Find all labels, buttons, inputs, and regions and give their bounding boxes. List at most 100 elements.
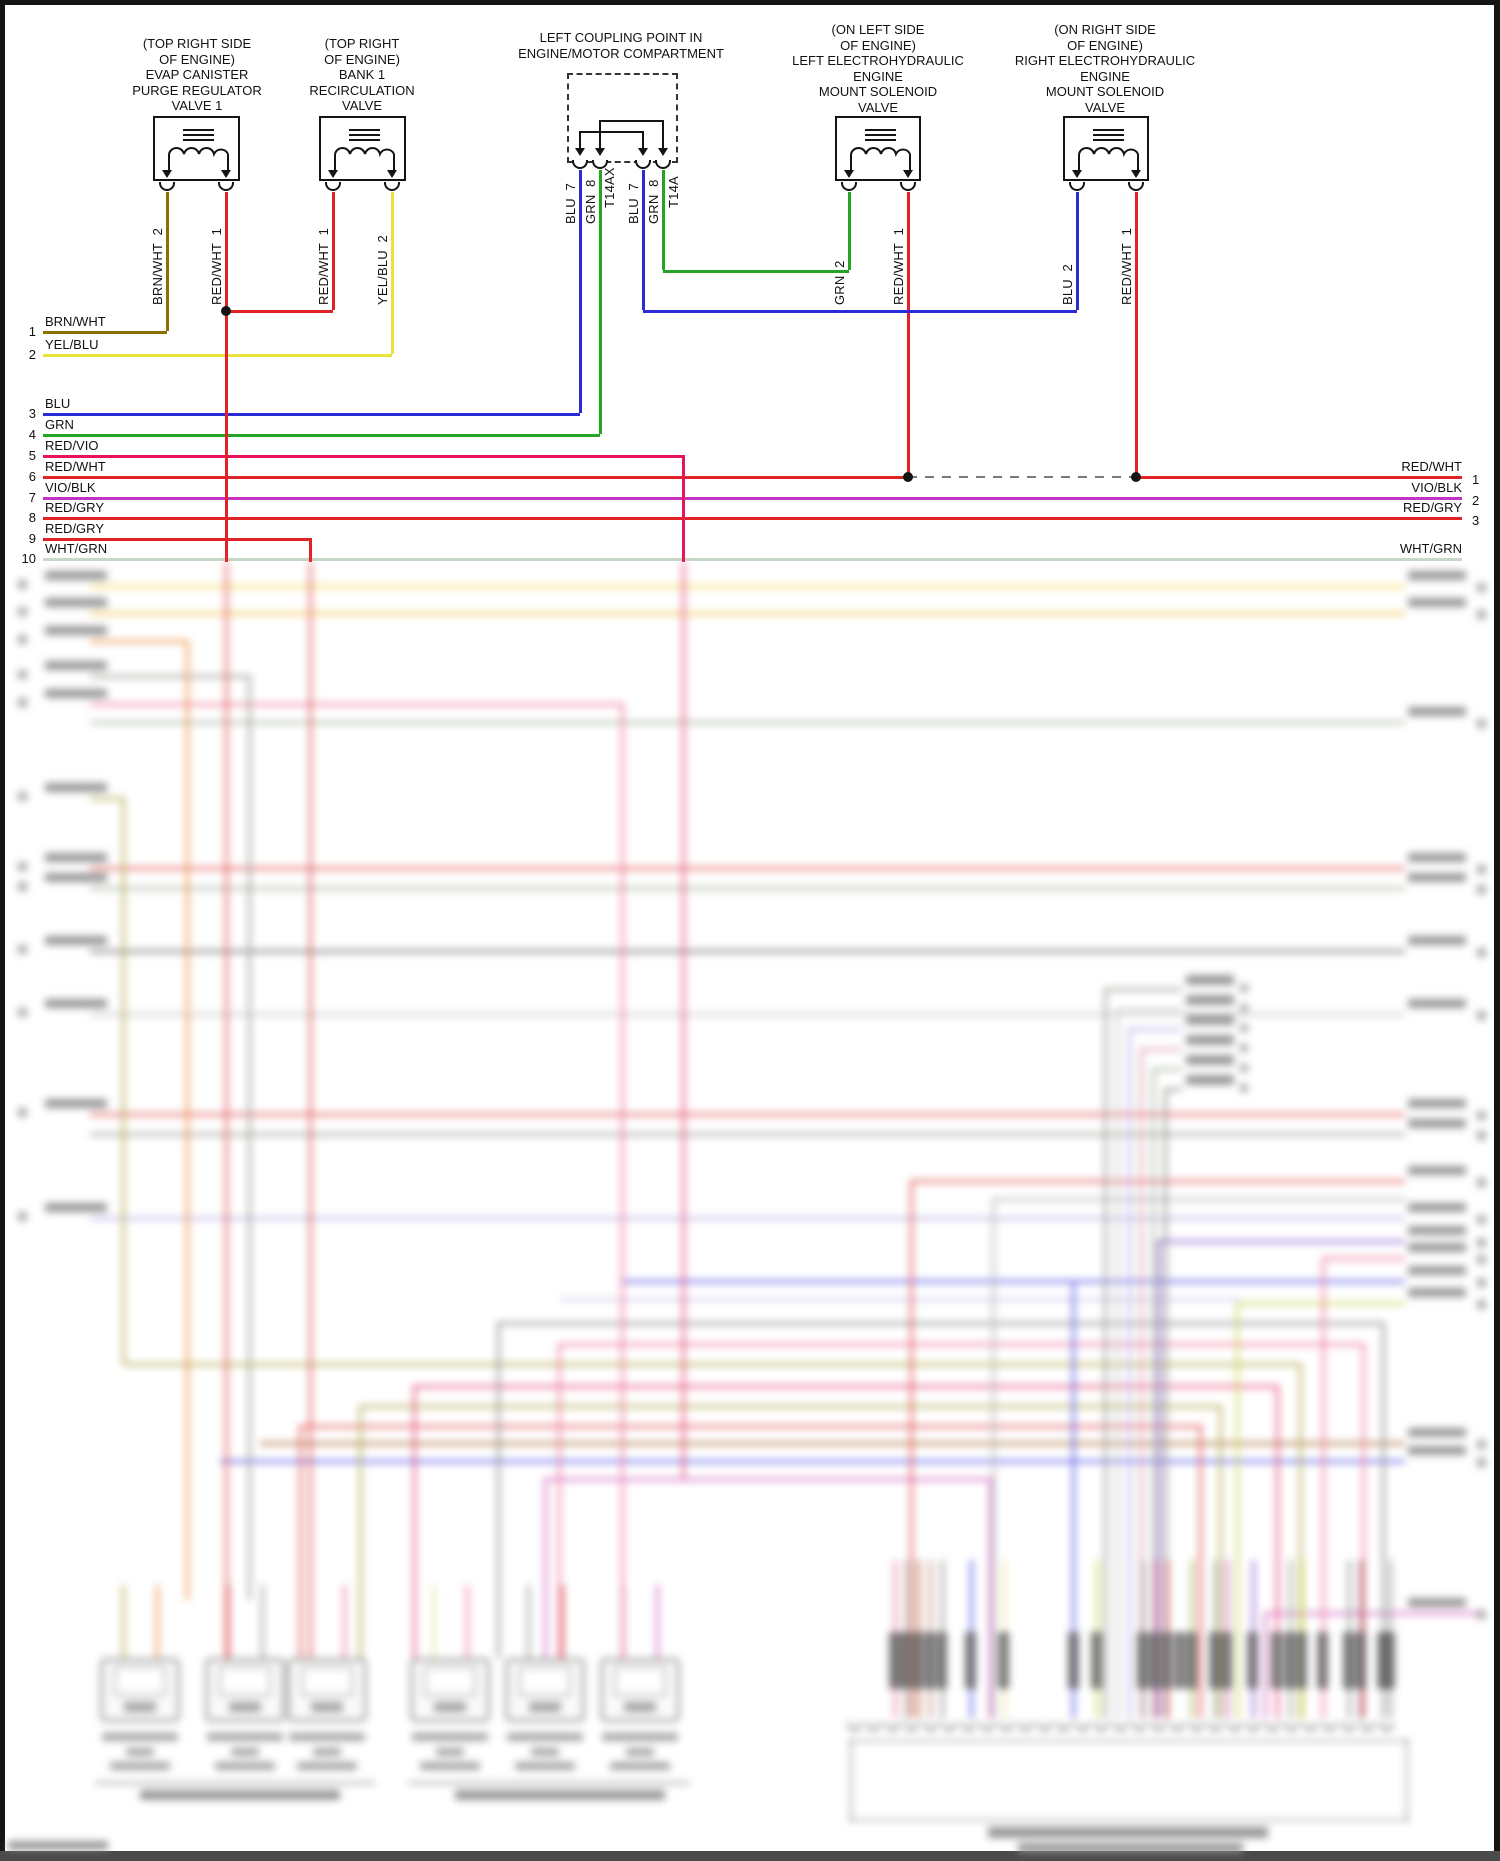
blurred-text-blob — [18, 580, 27, 589]
row-label-left: GRN — [45, 417, 74, 432]
diagram-blurred-region — [0, 562, 1500, 1853]
connector-pin-icon — [572, 160, 588, 169]
blurred-wire — [90, 867, 1405, 870]
blurred-text-blob — [1408, 1288, 1466, 1297]
blurred-text-blob — [18, 1212, 27, 1221]
wire-horizontal — [643, 310, 1077, 313]
wire-row-brnwht — [43, 331, 167, 334]
coupling-connector-name: T14A — [666, 176, 681, 208]
blurred-wire-vertical — [1199, 1425, 1202, 1718]
blurred-wire-vertical — [1236, 1302, 1239, 1718]
ecm-pin-icon — [962, 1722, 975, 1731]
arrow-down-icon — [1072, 170, 1082, 178]
blurred-text-blob — [1477, 885, 1486, 894]
blurred-text-blob — [988, 1827, 1268, 1838]
blurred-text-blob — [45, 783, 107, 792]
blurred-text-blob — [18, 792, 27, 801]
left-coupling-point-pin-label: BLU 7 — [563, 183, 578, 224]
injector-window — [424, 1666, 476, 1696]
right-electrohydraulic-engine-mount-solenoid-valve-pin-label: RED/WHT 1 — [1119, 227, 1134, 305]
blurred-wire — [559, 1343, 1363, 1346]
blurred-wire — [90, 1113, 1405, 1116]
blurred-text-blob — [1408, 1243, 1466, 1252]
blurred-wire-vertical — [1219, 1405, 1222, 1718]
injector-wire — [466, 1585, 469, 1658]
blurred-wire — [90, 703, 622, 706]
blurred-wire — [993, 1198, 1405, 1201]
blurred-text-blob — [231, 1748, 259, 1756]
blurred-wire-vertical — [309, 562, 312, 1658]
ecm-pin-icon — [1000, 1722, 1013, 1731]
ecm-pin-icon — [905, 1722, 918, 1731]
blurred-text-blob — [18, 945, 27, 954]
blurred-text-blob — [1408, 936, 1466, 945]
junction-dot — [1131, 472, 1141, 482]
blurred-wire — [90, 640, 187, 643]
row-label-left: BLU — [45, 396, 71, 411]
blurred-text-blob — [624, 1702, 656, 1712]
blurred-text-blob — [18, 1008, 27, 1017]
connector-pin-icon — [1069, 182, 1085, 191]
ecm-pin-icon — [943, 1722, 956, 1731]
ecm-pin-icon — [1095, 1722, 1108, 1731]
blurred-text-blob — [1408, 999, 1466, 1008]
row-number-left: 7 — [28, 490, 36, 505]
row-number-right: 2 — [1472, 493, 1480, 508]
blurred-wire — [1105, 988, 1182, 991]
wire-vertical — [1135, 192, 1138, 476]
left-coupling-point-box — [567, 73, 678, 163]
blurred-wire — [90, 675, 249, 678]
ecm-pin-icon — [1209, 1722, 1222, 1731]
blurred-text-blob — [602, 1733, 678, 1741]
bank-1-recirculation-valve-pin-label: YEL/BLU 2 — [375, 235, 390, 305]
ecm-pin-chip — [965, 1632, 976, 1689]
blurred-wire — [90, 612, 1405, 615]
ecm-pin-chip — [900, 1632, 911, 1689]
blurred-text-blob — [45, 873, 107, 882]
wire-vertical — [309, 538, 312, 562]
ecm-pin-icon — [1114, 1722, 1127, 1731]
ecm-pin-chip — [1317, 1632, 1328, 1689]
blurred-wire — [1117, 1008, 1182, 1011]
coupling-link — [662, 120, 664, 148]
ecm-pin-chip — [1384, 1632, 1395, 1689]
frame-top — [0, 0, 1500, 5]
ecm-pin-icon — [1038, 1722, 1051, 1731]
bank-1-recirculation-valve-title: (TOP RIGHT OF ENGINE) BANK 1 RECIRCULATION V… — [309, 36, 415, 113]
injector-wire — [156, 1585, 159, 1658]
blurred-wire-vertical — [682, 562, 685, 1478]
arrow-down-icon — [162, 170, 172, 178]
row-number-left: 1 — [28, 324, 36, 339]
wire-vertical — [907, 192, 910, 476]
connector-pin-icon — [635, 160, 651, 169]
blurred-wire — [220, 1460, 1405, 1463]
right-electrohydraulic-engine-mount-solenoid-valve-title: (ON RIGHT SIDE OF ENGINE) RIGHT ELECTROHYD… — [1014, 22, 1196, 115]
blurred-text-blob — [1477, 1458, 1486, 1467]
blurred-text-blob — [1240, 984, 1248, 992]
ecm-pin-icon — [1304, 1722, 1317, 1731]
row-number-left: 3 — [28, 406, 36, 421]
blurred-text-blob — [1408, 1598, 1466, 1607]
ecm-outline — [850, 1740, 1408, 1821]
blurred-text-blob — [626, 1748, 654, 1756]
row-number-left: 10 — [21, 551, 36, 566]
row-label-left: BRN/WHT — [45, 314, 106, 329]
wire-row-blu — [43, 413, 580, 416]
ecm-pin-icon — [1342, 1722, 1355, 1731]
blurred-text-blob — [1477, 1278, 1486, 1287]
ecm-pin-icon — [1266, 1722, 1279, 1731]
blurred-text-blob — [1477, 719, 1486, 728]
blurred-text-blob — [45, 936, 107, 945]
blurred-text-blob — [436, 1748, 464, 1756]
blurred-text-blob — [8, 1841, 108, 1850]
blurred-wire-vertical — [992, 1198, 995, 1718]
connector-pin-icon — [384, 182, 400, 191]
ecm-pin-chip — [1186, 1632, 1197, 1689]
dashed-wire-segment — [908, 476, 1136, 478]
blurred-text-blob — [215, 1762, 275, 1770]
left-coupling-point-pin-label: GRN 8 — [646, 179, 661, 224]
blurred-text-blob — [1408, 1099, 1466, 1108]
junction-dot — [221, 306, 231, 316]
ecm-pin-icon — [1228, 1722, 1241, 1731]
blurred-wire-vertical — [1276, 1385, 1279, 1718]
